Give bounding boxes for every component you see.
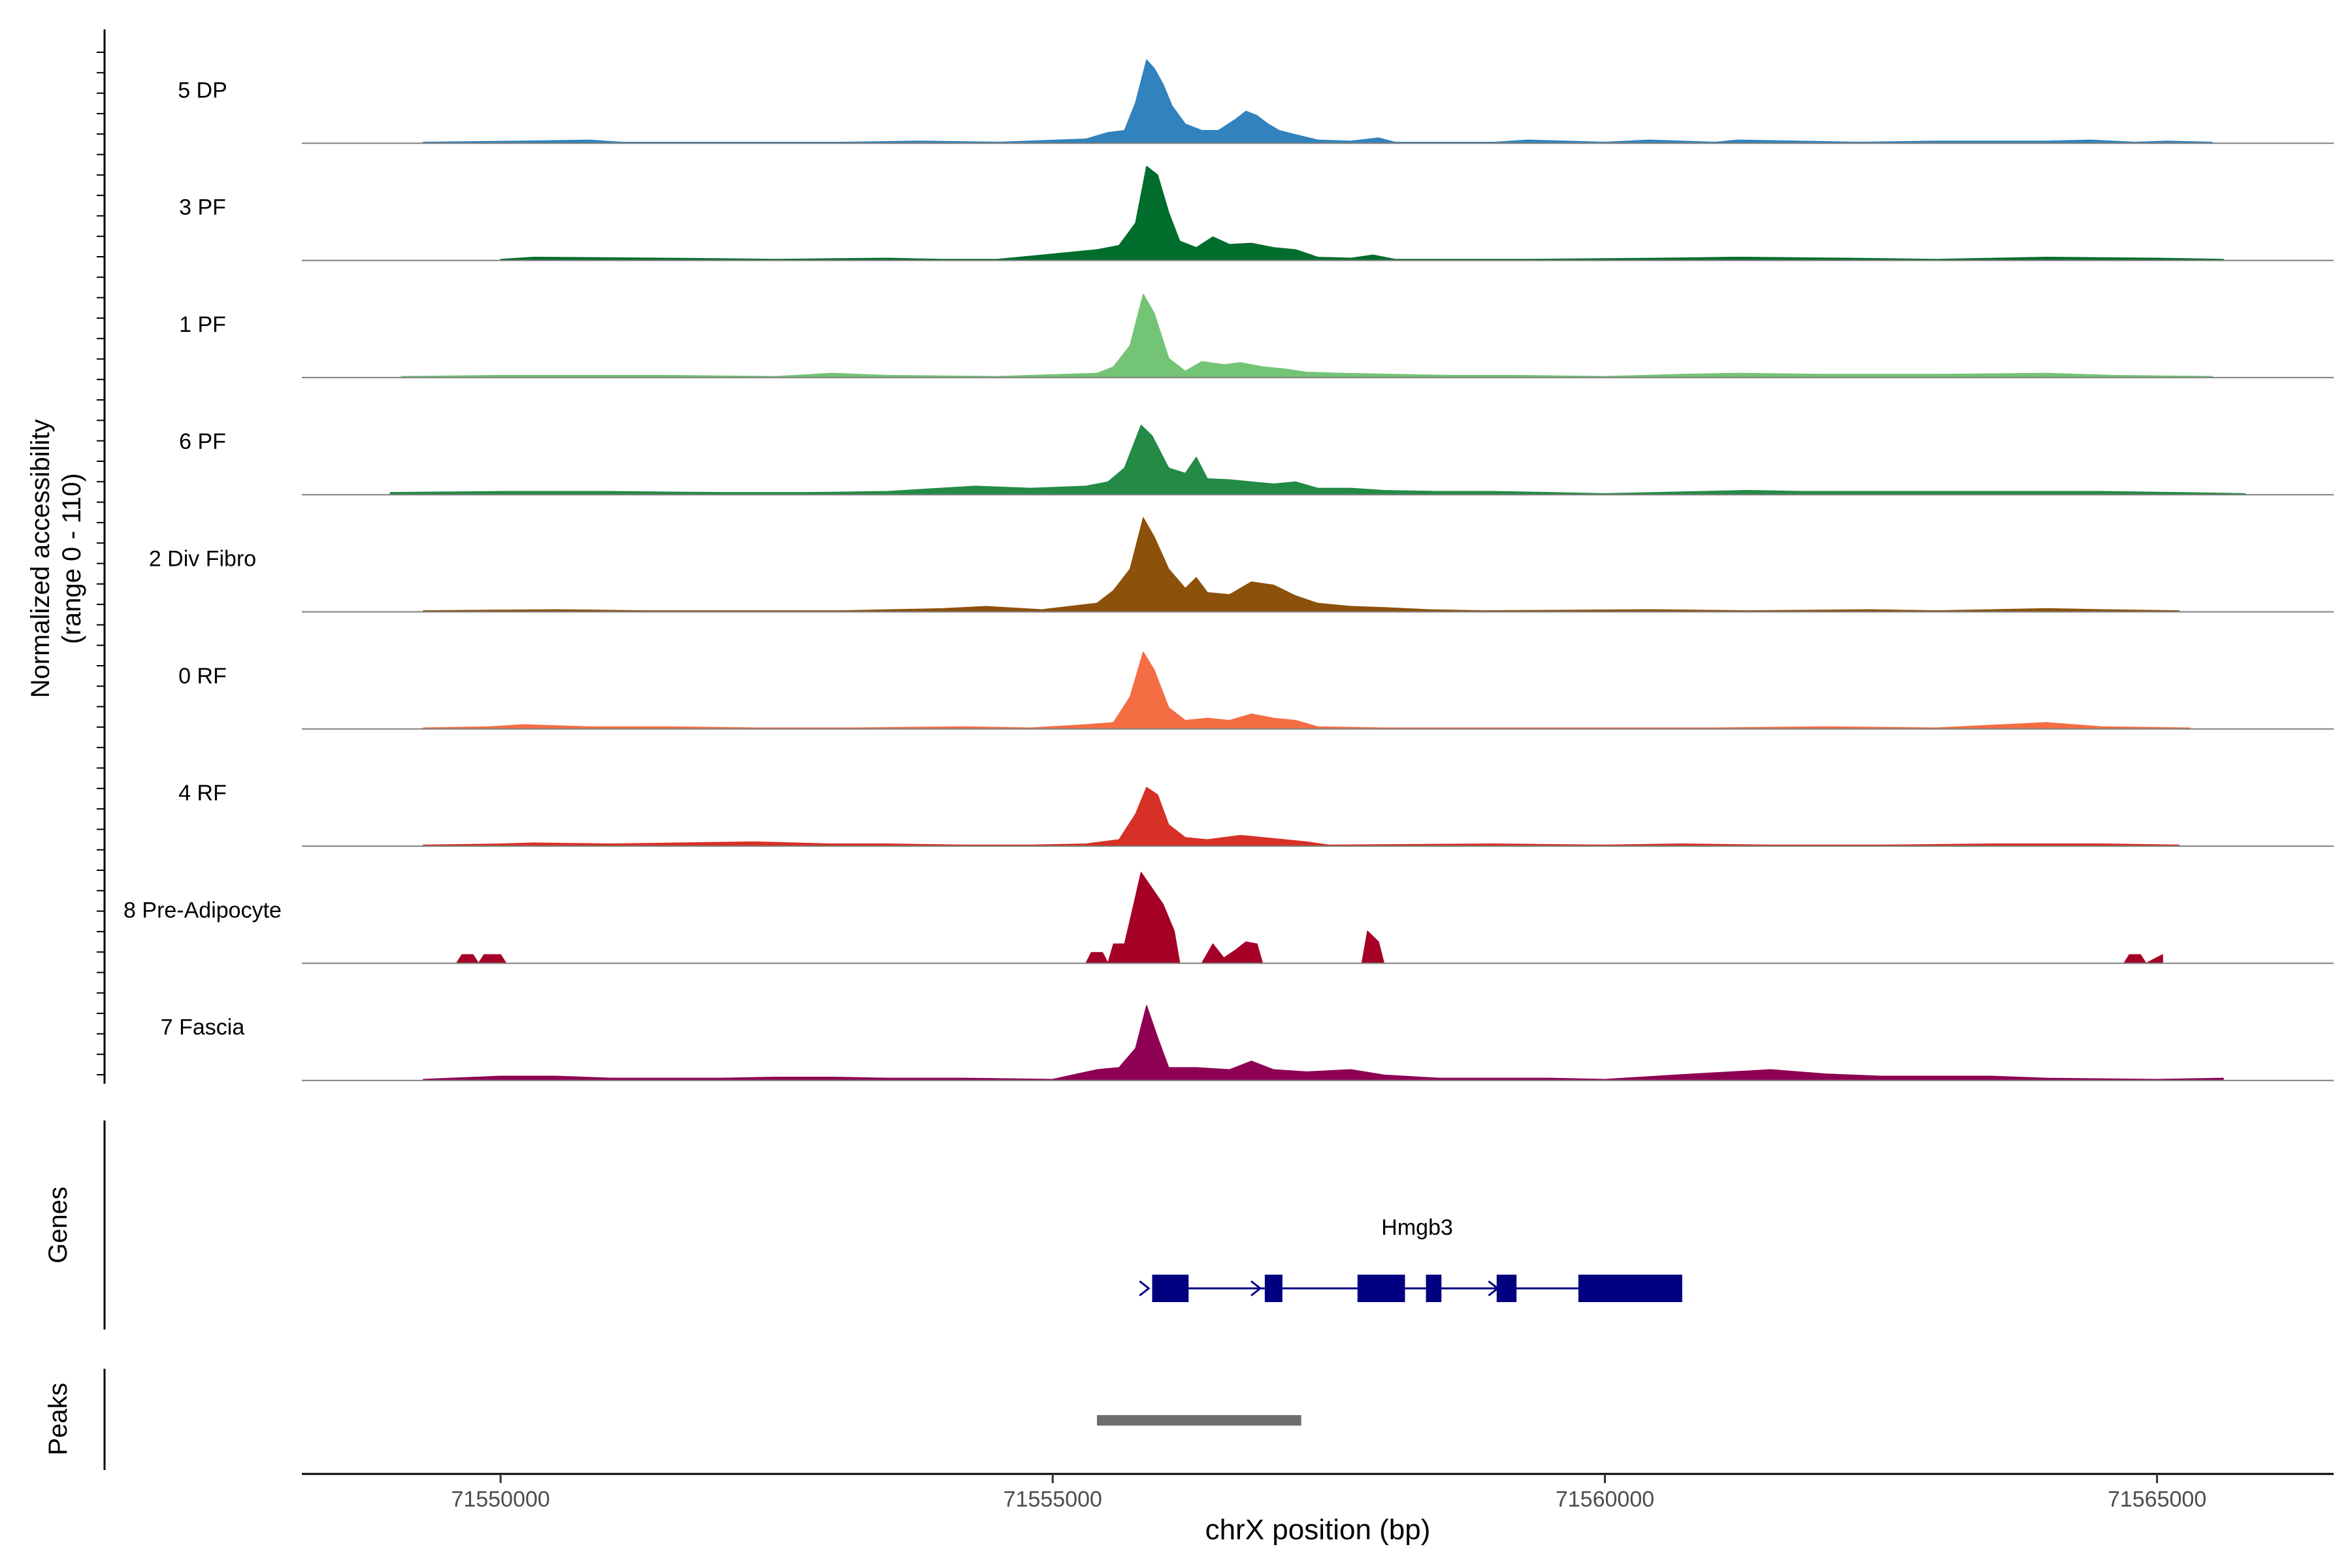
y-axis-label: Normalized accessibility — [26, 419, 55, 698]
track-area — [500, 165, 2224, 261]
gene-exon — [1496, 1275, 1517, 1302]
track-label: 5 DP — [178, 78, 227, 103]
track-area — [400, 293, 2213, 378]
track-3: 1 PF — [179, 293, 2334, 378]
x-axis: 71550000 71555000 71560000 71565000 chrX po… — [302, 1473, 2334, 1546]
track-label: 3 PF — [179, 195, 226, 220]
y-axis-title: Normalized accessibility (range 0 - 110) — [26, 419, 86, 698]
x-axis-tick-label: 71555000 — [1004, 1487, 1102, 1512]
track-area — [455, 872, 2163, 964]
gene-label: Hmgb3 — [1381, 1215, 1453, 1240]
track-9: 7 Fascia — [161, 1005, 2334, 1081]
x-axis-tick-label: 71565000 — [2108, 1487, 2206, 1512]
gene-exon — [1264, 1275, 1282, 1302]
genes-panel: Genes Hmgb3 — [44, 1120, 1682, 1330]
track-label: 7 Fascia — [161, 1015, 245, 1040]
x-axis-tick-label: 71560000 — [1556, 1487, 1654, 1512]
gene-strand-arrow — [1250, 1280, 1262, 1297]
track-area — [423, 787, 2180, 847]
track-label: 0 RF — [178, 664, 227, 689]
track-label: 2 Div Fibro — [149, 547, 256, 572]
gene-exon — [1357, 1275, 1405, 1302]
track-5: 2 Div Fibro — [149, 517, 2334, 613]
track-6: 0 RF — [178, 651, 2334, 730]
track-area — [423, 59, 2213, 144]
peaks-panel-label: Peaks — [44, 1382, 73, 1455]
track-area — [423, 1005, 2224, 1081]
track-area — [423, 517, 2180, 613]
track-4: 6 PF — [179, 425, 2334, 496]
x-axis-ticks: 71550000 71555000 71560000 71565000 — [451, 1474, 2206, 1512]
track-area — [389, 425, 2246, 495]
track-8: 8 Pre-Adipocyte — [123, 872, 2334, 964]
track-1: 5 DP — [178, 59, 2334, 144]
peak-region — [1097, 1415, 1301, 1426]
track-2: 3 PF — [179, 165, 2334, 261]
gene-models: Hmgb3 — [1139, 1215, 1682, 1302]
track-7: 4 RF — [178, 781, 2334, 847]
y-axis-range-label: (range 0 - 110) — [57, 473, 86, 644]
track-label: 1 PF — [179, 312, 226, 337]
peak-regions — [1097, 1415, 1301, 1426]
track-area — [423, 651, 2191, 730]
gene-exon — [1578, 1275, 1682, 1302]
track-label: 4 RF — [178, 781, 227, 806]
x-axis-title: chrX position (bp) — [1205, 1514, 1431, 1546]
gene-Hmgb3: Hmgb3 — [1139, 1215, 1682, 1302]
track-label: 6 PF — [179, 429, 226, 454]
tracks-layer: 5 DP 3 PF 1 PF 6 PF 2 Div Fibro 0 RF 4 RF 8 Pre… — [97, 29, 2334, 1084]
gene-exon — [1426, 1275, 1442, 1302]
gene-strand-arrow — [1139, 1280, 1151, 1297]
track-label: 8 Pre-Adipocyte — [123, 898, 282, 923]
genes-panel-label: Genes — [44, 1186, 73, 1264]
x-axis-tick-label: 71550000 — [451, 1487, 550, 1512]
peaks-panel: Peaks — [44, 1369, 1301, 1470]
gene-exon — [1152, 1275, 1189, 1302]
gene-strand-arrow — [1488, 1280, 1499, 1297]
